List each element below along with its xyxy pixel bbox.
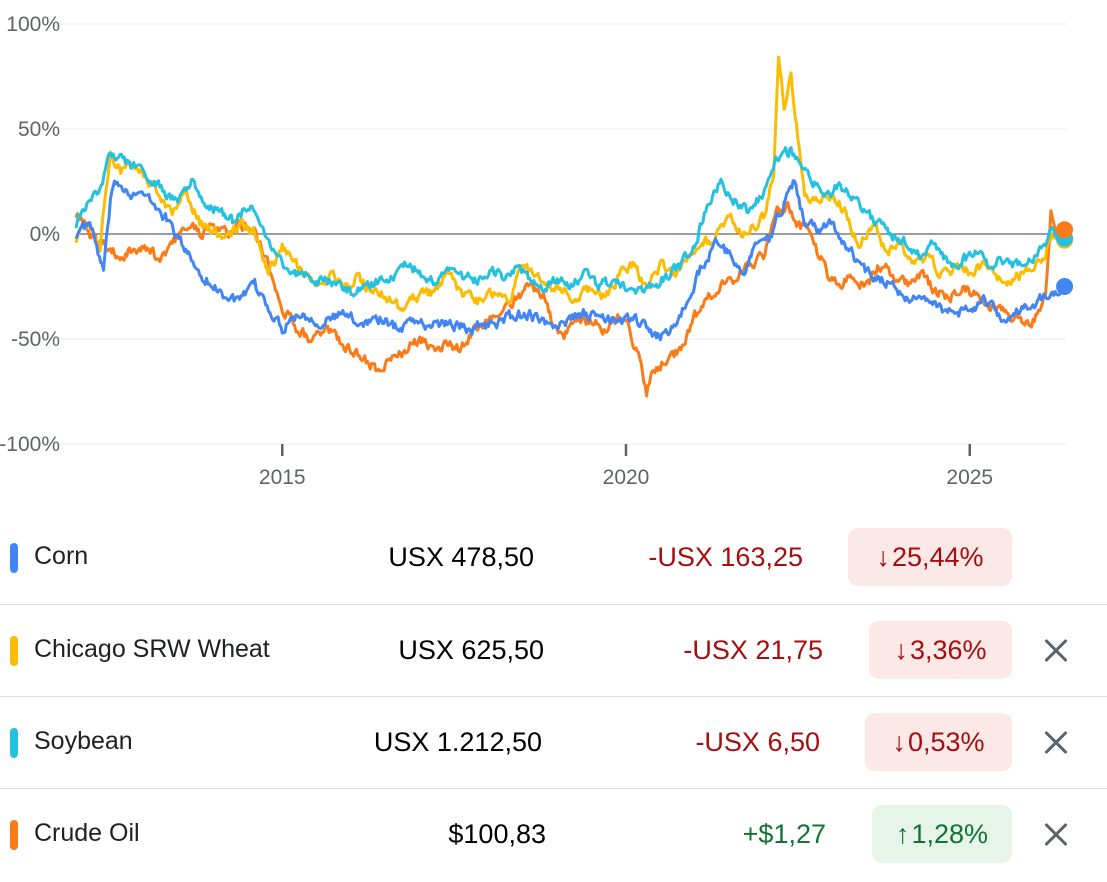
y-axis-labels: 100% 50% 0% -50% -100% bbox=[0, 13, 60, 456]
price-change: -USX 21,75 bbox=[683, 635, 823, 665]
y-tick-label: 50% bbox=[18, 118, 60, 141]
series-line-chicago-srw-wheat bbox=[74, 55, 1064, 312]
close-icon[interactable] bbox=[1038, 725, 1074, 761]
percent-change-badge: ↓ 25,44% bbox=[848, 528, 1012, 586]
price-change: -USX 6,50 bbox=[695, 727, 820, 757]
y-tick-label: -50% bbox=[11, 328, 60, 351]
chart-endpoints bbox=[1056, 221, 1074, 295]
close-icon[interactable] bbox=[1038, 633, 1074, 669]
y-tick-label: -100% bbox=[0, 433, 60, 456]
series-line-soybean bbox=[74, 146, 1065, 298]
series-line-corn bbox=[74, 179, 1063, 342]
series-endpoint-crude-oil bbox=[1056, 221, 1074, 239]
percent-change-value: 1,28% bbox=[911, 818, 989, 849]
series-color-swatch bbox=[10, 820, 18, 850]
x-axis: 2015 2020 2025 bbox=[259, 444, 993, 489]
price-change: +$1,27 bbox=[742, 819, 826, 849]
arrow-down-icon: ↓ bbox=[876, 541, 890, 572]
instrument-price: USX 1.212,50 bbox=[373, 727, 542, 757]
close-icon[interactable] bbox=[1038, 817, 1074, 853]
y-tick-label: 0% bbox=[30, 223, 60, 246]
percent-change-value: 25,44% bbox=[891, 541, 984, 572]
x-tick-label: 2025 bbox=[946, 466, 993, 489]
series-color-swatch bbox=[10, 543, 18, 573]
instrument-name: Chicago SRW Wheat bbox=[34, 635, 270, 663]
instrument-name: Corn bbox=[34, 542, 89, 570]
percent-change-badge: ↓ 0,53% bbox=[865, 713, 1012, 771]
y-tick-label: 100% bbox=[6, 13, 60, 36]
chart-series bbox=[74, 55, 1065, 398]
instrument-price: $100,83 bbox=[448, 819, 546, 849]
arrow-down-icon: ↓ bbox=[894, 634, 908, 665]
series-endpoint-corn bbox=[1056, 278, 1074, 295]
percent-change-badge: ↑ 1,28% bbox=[872, 805, 1012, 863]
x-tick-label: 2020 bbox=[603, 466, 650, 489]
comparison-row[interactable]: Chicago SRW Wheat USX 625,50 -USX 21,75 ↓ 3,… bbox=[0, 604, 1107, 696]
arrow-up-icon: ↑ bbox=[895, 818, 910, 849]
percent-change-value: 3,36% bbox=[909, 634, 987, 665]
comparison-chart: 100% 50% 0% -50% -100% 2015 2020 2025 bbox=[0, 13, 1074, 489]
comparison-row[interactable]: Soybean USX 1.212,50 -USX 6,50 ↓ 0,53% bbox=[0, 696, 1107, 788]
series-color-swatch bbox=[10, 636, 18, 666]
instrument-price: USX 625,50 bbox=[398, 635, 544, 665]
arrow-down-icon: ↓ bbox=[892, 726, 906, 757]
comparison-row[interactable]: Corn USX 478,50 -USX 163,25 ↓ 25,44% bbox=[0, 512, 1107, 603]
percent-change-value: 0,53% bbox=[907, 726, 985, 757]
instrument-price: USX 478,50 bbox=[388, 542, 534, 572]
x-tick-label: 2015 bbox=[259, 466, 306, 489]
comparison-row[interactable]: Crude Oil $100,83 +$1,27 ↑ 1,28% bbox=[0, 788, 1107, 880]
instrument-name: Soybean bbox=[34, 727, 133, 755]
price-change: -USX 163,25 bbox=[648, 542, 803, 572]
percent-change-badge: ↓ 3,36% bbox=[869, 621, 1012, 679]
series-color-swatch bbox=[10, 728, 18, 758]
instrument-name: Crude Oil bbox=[34, 819, 140, 847]
